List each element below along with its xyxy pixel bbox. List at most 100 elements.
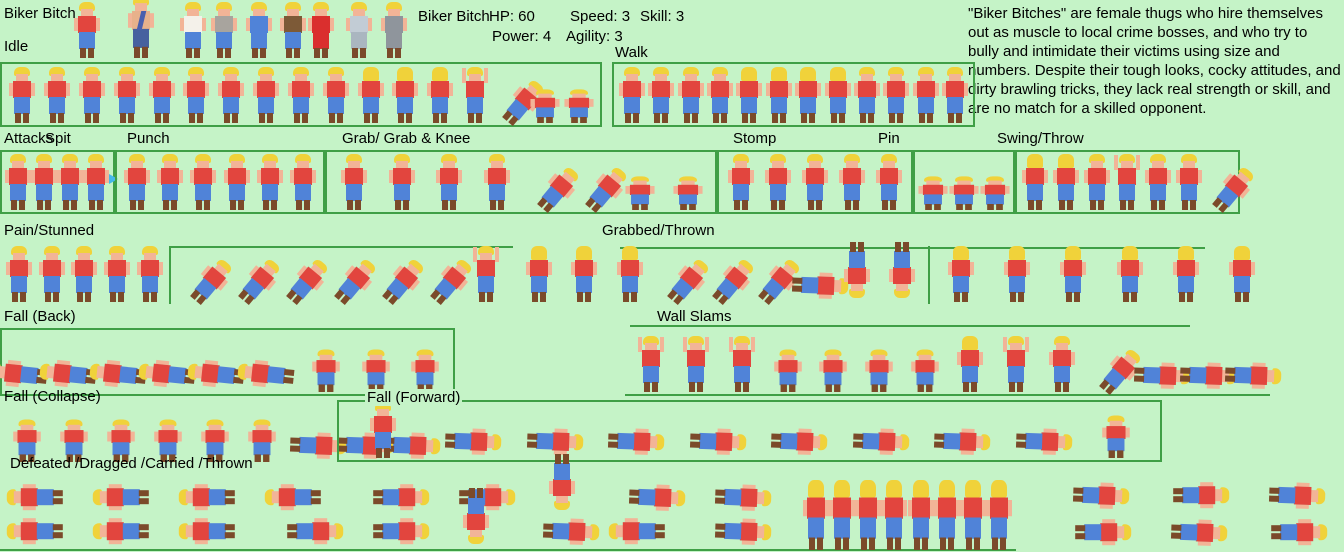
sprite-part-torso: [796, 432, 814, 452]
sprite-part-armL: [57, 170, 61, 183]
sprite-frame: [637, 336, 664, 392]
sprite-part-hair: [253, 419, 271, 427]
sprite-part-armL: [910, 361, 916, 372]
label-swing-throw: Swing/Throw: [997, 130, 1084, 147]
sprite-part-bootL: [715, 523, 726, 530]
sprite-frame: [912, 67, 939, 123]
divider-line: [620, 247, 1205, 249]
sprite-part-bootL: [373, 490, 384, 497]
sprite-frame: [934, 428, 991, 456]
sprite-part-armR: [1004, 186, 1010, 194]
sprite-frame: [426, 254, 478, 308]
label-pain-stunned: Pain/Stunned: [4, 222, 95, 239]
sprite-part-bootL: [394, 200, 401, 210]
sprite-frame: [564, 89, 594, 123]
sprite-part-face: [1109, 420, 1123, 427]
sprite-part-armL: [290, 170, 295, 183]
sprite-part-bootL: [1028, 200, 1035, 210]
sprite-part-bootL: [89, 200, 95, 210]
sprite-part-armR: [145, 170, 150, 183]
sprite-frame: [1022, 154, 1049, 210]
sprite-part-legs: [1058, 184, 1075, 201]
sprite-frame: [1175, 154, 1202, 210]
sprite-frame: [852, 428, 910, 456]
sprite-part-legs: [327, 97, 344, 114]
sprite-frame: [1268, 482, 1326, 510]
sprite-part-torso: [1232, 260, 1251, 277]
sprite-part-legs: [621, 276, 638, 293]
sprite-part-bootL: [654, 532, 665, 539]
sprite-part-hair: [195, 154, 212, 163]
sprite-part-hair: [84, 67, 101, 76]
sprite-part-armR: [638, 262, 643, 275]
sprite-part-armL: [1228, 262, 1233, 275]
sprite-part-armR: [379, 83, 384, 96]
sprite-part-face: [16, 74, 29, 82]
sprite-part-bootL: [986, 204, 994, 210]
sprite-part-armL: [194, 540, 208, 545]
sprite-part-legs: [76, 276, 93, 293]
sprite-part-bootL: [119, 113, 126, 123]
sprite-part-torso: [687, 350, 706, 367]
sprite-part-bootR: [545, 117, 553, 123]
sprite-part-armL: [625, 186, 631, 194]
sprite-part-bootL: [852, 433, 864, 440]
sprite-group-pain: [0, 246, 171, 304]
sprite-part-armL: [79, 83, 84, 96]
sprite-part-torso: [1100, 523, 1118, 542]
sprite-part-armR: [842, 361, 848, 372]
sprite-part-legs: [208, 489, 226, 506]
sprite-part-torso: [373, 416, 392, 433]
sprite-part-bootR: [720, 113, 727, 123]
sprite-part-bootL: [577, 292, 584, 302]
sprite-part-bootR: [895, 242, 902, 252]
sprite-frame: [803, 480, 830, 550]
sprite-frame: [330, 254, 382, 308]
sprite-group-swing-throw: [1015, 150, 1255, 214]
sprite-part-armL: [436, 170, 441, 183]
sprite-part-bootL: [689, 382, 696, 392]
sprite-part-torso: [106, 522, 124, 541]
sprite-part-face: [781, 354, 795, 361]
sprite-part-armR: [414, 83, 419, 96]
sprite-group-pin: [913, 150, 1015, 214]
sprite-part-hair: [1027, 154, 1044, 168]
sprite-group-fall-collapse: [0, 406, 441, 464]
sprite-part-face: [297, 161, 310, 169]
sprite-part-torso: [158, 430, 178, 443]
sprite-part-bootL: [1059, 200, 1066, 210]
sprite-part-bootL: [162, 200, 169, 210]
sprite-part-armR: [434, 361, 439, 372]
sprite-part-bootL: [138, 532, 149, 539]
sprite-part-face: [260, 74, 273, 82]
sprite-part-face: [812, 435, 821, 449]
sprite-part-armR: [1194, 262, 1199, 275]
sprite-part-armR: [825, 500, 830, 517]
sprite-part-legs: [682, 97, 699, 114]
sprite-part-bootR: [965, 204, 972, 210]
sprite-part-hair: [964, 480, 981, 498]
sprite-part-face: [263, 161, 276, 169]
sprite-part-bootR: [1036, 200, 1043, 210]
sprite-part-armR: [212, 170, 217, 183]
sprite-part-bootR: [691, 113, 698, 123]
sprite-part-torso: [1296, 523, 1314, 542]
sprite-part-bootL: [262, 200, 269, 210]
sprite-part-bootL: [956, 204, 963, 210]
sprite-part-torso: [9, 168, 27, 185]
sprite-part-legs: [386, 32, 402, 49]
sprite-frame: [1060, 246, 1087, 302]
sprite-part-legs: [1065, 276, 1082, 293]
sprite-frame: [771, 428, 828, 456]
sprite-part-armR: [27, 170, 31, 183]
sprite-part-hair: [990, 480, 1007, 498]
sprite-part-bootR: [52, 292, 59, 302]
sprite-part-face: [443, 161, 456, 169]
sprite-part-armR: [758, 83, 763, 96]
sprite-frame: [340, 154, 367, 210]
sprite-part-hair: [570, 89, 589, 95]
sprite-part-hair: [285, 2, 301, 11]
sprite-part-legs: [285, 32, 301, 49]
sprite-part-armL: [765, 83, 770, 96]
sprite-frame: [31, 154, 57, 210]
